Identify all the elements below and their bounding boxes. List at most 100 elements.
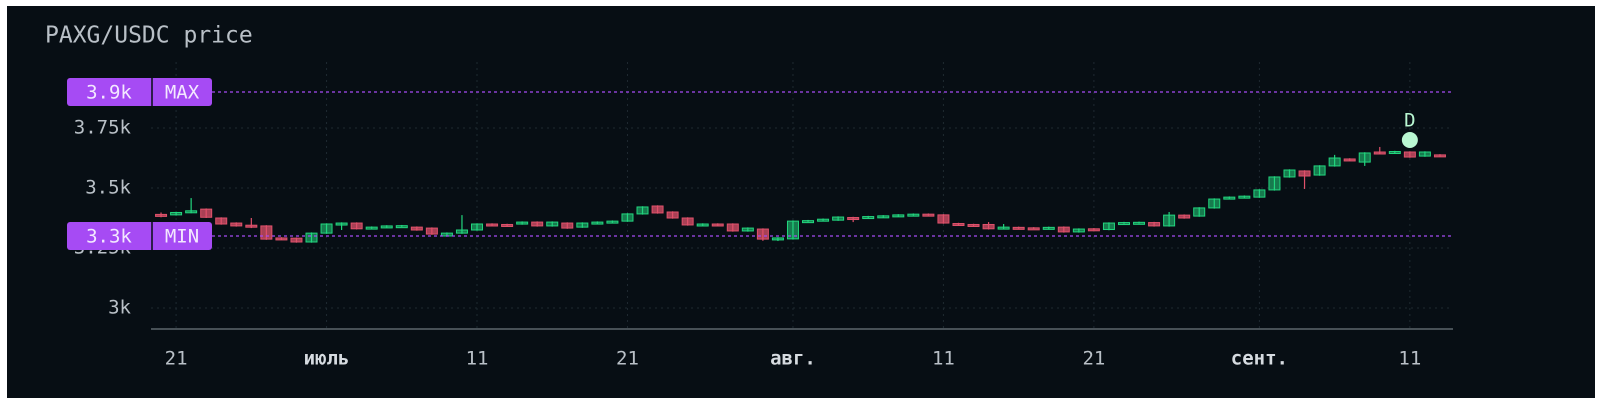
candle-body — [320, 223, 333, 234]
candle-body — [1133, 221, 1146, 225]
candle-body — [621, 213, 634, 222]
candle-body — [1373, 151, 1386, 155]
candle-body — [1087, 228, 1100, 232]
candle-body — [1313, 165, 1326, 176]
candle-body — [155, 213, 168, 217]
x-tick-label: 21 — [1082, 348, 1105, 370]
candle-body — [1283, 169, 1296, 178]
candle-body — [1298, 170, 1311, 177]
candle-body — [1208, 198, 1221, 209]
x-tick-label: 21 — [616, 348, 639, 370]
candle-body — [260, 225, 273, 240]
candle-body — [1042, 226, 1055, 230]
candle-body — [1433, 154, 1446, 158]
candle-body — [1057, 226, 1070, 233]
candle-body — [802, 220, 815, 224]
annotation-label: D — [1404, 110, 1415, 132]
level-badge — [67, 222, 212, 250]
level-badge — [67, 78, 212, 106]
candle-body — [1102, 222, 1115, 231]
candle-body — [1343, 158, 1356, 162]
candle-body — [937, 214, 950, 224]
y-tick-label: 3.75k — [74, 117, 132, 139]
candle-body — [170, 211, 183, 216]
candle-body — [275, 237, 288, 241]
candle-body — [200, 208, 213, 218]
candle-body — [726, 223, 739, 232]
x-tick-label: 11 — [932, 348, 955, 370]
candle-body — [365, 226, 378, 230]
candle-body — [651, 205, 664, 214]
candle-body — [1238, 195, 1251, 199]
level-label: 3.3k — [86, 226, 132, 248]
candle-body — [335, 222, 348, 226]
candle-body — [952, 223, 965, 227]
chart-title: PAXG/USDC price — [45, 23, 253, 49]
candle-body — [786, 220, 799, 240]
candle-body — [516, 221, 529, 225]
candle-body — [230, 222, 243, 227]
candle-body — [967, 223, 980, 227]
candle-body — [305, 232, 318, 243]
annotation-marker — [1401, 132, 1418, 148]
candle-body — [1253, 189, 1266, 198]
candle-body — [1388, 151, 1401, 155]
candle-body — [666, 211, 679, 219]
candle-body — [636, 206, 649, 215]
candle-body — [982, 223, 995, 230]
candle-body — [1358, 152, 1371, 163]
panel — [7, 6, 1595, 398]
candle-body — [1117, 222, 1130, 226]
candle-body — [1148, 222, 1161, 227]
candle-body — [591, 221, 604, 225]
candle-body — [350, 222, 363, 230]
candle-body — [501, 223, 514, 227]
candle-body — [741, 227, 754, 232]
candle-body — [1223, 196, 1236, 200]
candle-body — [1072, 228, 1085, 233]
candle-body — [907, 213, 920, 217]
x-tick-label: 21 — [165, 348, 188, 370]
y-tick-label: 3k — [108, 297, 131, 319]
candle-body — [817, 218, 830, 222]
candle-body — [847, 217, 860, 221]
candle-body — [395, 225, 408, 229]
level-label: 3.9k — [86, 82, 132, 104]
x-tick-label: авг. — [770, 348, 816, 370]
candle-body — [997, 226, 1010, 230]
candle-body — [455, 229, 468, 234]
candle-body — [922, 213, 935, 217]
candle-body — [756, 228, 769, 240]
y-tick-label: 3.5k — [85, 177, 131, 199]
candle-body — [606, 220, 619, 224]
candle-body — [471, 223, 484, 231]
candle-body — [576, 222, 589, 228]
candle-body — [1403, 151, 1416, 158]
candle-body — [290, 237, 303, 243]
x-tick-label: июль — [304, 348, 350, 370]
candle-body — [696, 223, 709, 227]
candle-body — [1027, 227, 1040, 231]
candle-body — [215, 217, 228, 225]
candle-body — [862, 216, 875, 220]
level-tag: MIN — [165, 226, 199, 248]
level-tag: MAX — [165, 82, 200, 104]
candle-body — [546, 221, 559, 227]
candle-body — [561, 222, 574, 229]
candle-body — [1163, 214, 1176, 227]
candle-body — [486, 223, 499, 227]
candle-body — [410, 226, 423, 231]
candle-body — [892, 214, 905, 218]
candle-body — [185, 210, 198, 214]
candle-body — [832, 216, 845, 221]
candle-body — [1268, 176, 1281, 191]
candle-body — [1193, 207, 1206, 217]
candle-body — [380, 225, 393, 229]
candle-body — [531, 221, 544, 227]
x-tick-label: сент. — [1231, 348, 1288, 370]
candle-body — [771, 237, 784, 241]
candle-body — [877, 215, 890, 219]
candle-body — [711, 223, 724, 227]
candle-body — [1178, 214, 1191, 219]
